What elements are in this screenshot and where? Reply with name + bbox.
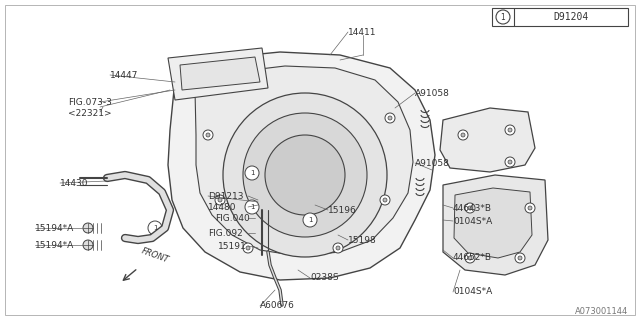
Circle shape xyxy=(461,133,465,137)
Polygon shape xyxy=(454,188,532,258)
Text: 15198: 15198 xyxy=(348,236,377,244)
Text: 15194*A: 15194*A xyxy=(35,241,74,250)
Circle shape xyxy=(148,221,162,235)
Circle shape xyxy=(508,128,512,132)
Text: 0104S*A: 0104S*A xyxy=(453,287,492,297)
Circle shape xyxy=(303,213,317,227)
Polygon shape xyxy=(443,175,548,275)
Text: A073001144: A073001144 xyxy=(575,308,628,316)
Polygon shape xyxy=(168,52,435,280)
Text: 1: 1 xyxy=(250,204,254,210)
Circle shape xyxy=(218,198,222,202)
Circle shape xyxy=(206,133,210,137)
Circle shape xyxy=(333,243,343,253)
Circle shape xyxy=(525,203,535,213)
Text: 15194*A: 15194*A xyxy=(35,223,74,233)
Polygon shape xyxy=(440,108,535,172)
Polygon shape xyxy=(195,66,413,256)
Text: 1: 1 xyxy=(500,12,506,21)
Text: 44643*B: 44643*B xyxy=(453,204,492,212)
Circle shape xyxy=(336,246,340,250)
Circle shape xyxy=(83,223,93,233)
Circle shape xyxy=(468,256,472,260)
Circle shape xyxy=(243,113,367,237)
Text: 0238S: 0238S xyxy=(310,274,339,283)
Circle shape xyxy=(465,203,475,213)
Text: D91213: D91213 xyxy=(208,191,243,201)
Circle shape xyxy=(465,253,475,263)
Text: <22321>: <22321> xyxy=(68,108,111,117)
Text: 44652*B: 44652*B xyxy=(453,253,492,262)
Text: 0104S*A: 0104S*A xyxy=(453,217,492,226)
Circle shape xyxy=(83,240,93,250)
Text: A91058: A91058 xyxy=(415,158,450,167)
Circle shape xyxy=(223,93,387,257)
Circle shape xyxy=(243,243,253,253)
Circle shape xyxy=(383,198,387,202)
Text: 14430: 14430 xyxy=(60,179,88,188)
Circle shape xyxy=(203,130,213,140)
Polygon shape xyxy=(180,57,260,90)
Circle shape xyxy=(468,206,472,210)
Text: FRONT: FRONT xyxy=(140,247,170,265)
Text: FIG.092: FIG.092 xyxy=(208,228,243,237)
Circle shape xyxy=(518,256,522,260)
Text: FIG.040: FIG.040 xyxy=(215,213,250,222)
Circle shape xyxy=(215,195,225,205)
Circle shape xyxy=(505,157,515,167)
Bar xyxy=(492,8,628,26)
Text: 14480: 14480 xyxy=(208,203,237,212)
Circle shape xyxy=(380,195,390,205)
Circle shape xyxy=(246,246,250,250)
Circle shape xyxy=(515,253,525,263)
Text: A91058: A91058 xyxy=(415,89,450,98)
Text: 15191: 15191 xyxy=(218,242,247,251)
Circle shape xyxy=(245,200,259,214)
Text: D91204: D91204 xyxy=(554,12,589,22)
Circle shape xyxy=(458,130,468,140)
Text: 14447: 14447 xyxy=(110,70,138,79)
Text: A60676: A60676 xyxy=(260,301,295,310)
Text: FIG.073-3: FIG.073-3 xyxy=(68,98,112,107)
Text: 1: 1 xyxy=(250,170,254,176)
Circle shape xyxy=(265,135,345,215)
Text: 14411: 14411 xyxy=(348,28,376,36)
Polygon shape xyxy=(168,48,268,100)
Circle shape xyxy=(245,166,259,180)
Circle shape xyxy=(528,206,532,210)
Circle shape xyxy=(505,125,515,135)
Text: 1: 1 xyxy=(308,217,312,223)
Circle shape xyxy=(385,113,395,123)
Circle shape xyxy=(508,160,512,164)
Text: 15196: 15196 xyxy=(328,205,356,214)
Text: 1: 1 xyxy=(153,225,157,231)
Circle shape xyxy=(388,116,392,120)
